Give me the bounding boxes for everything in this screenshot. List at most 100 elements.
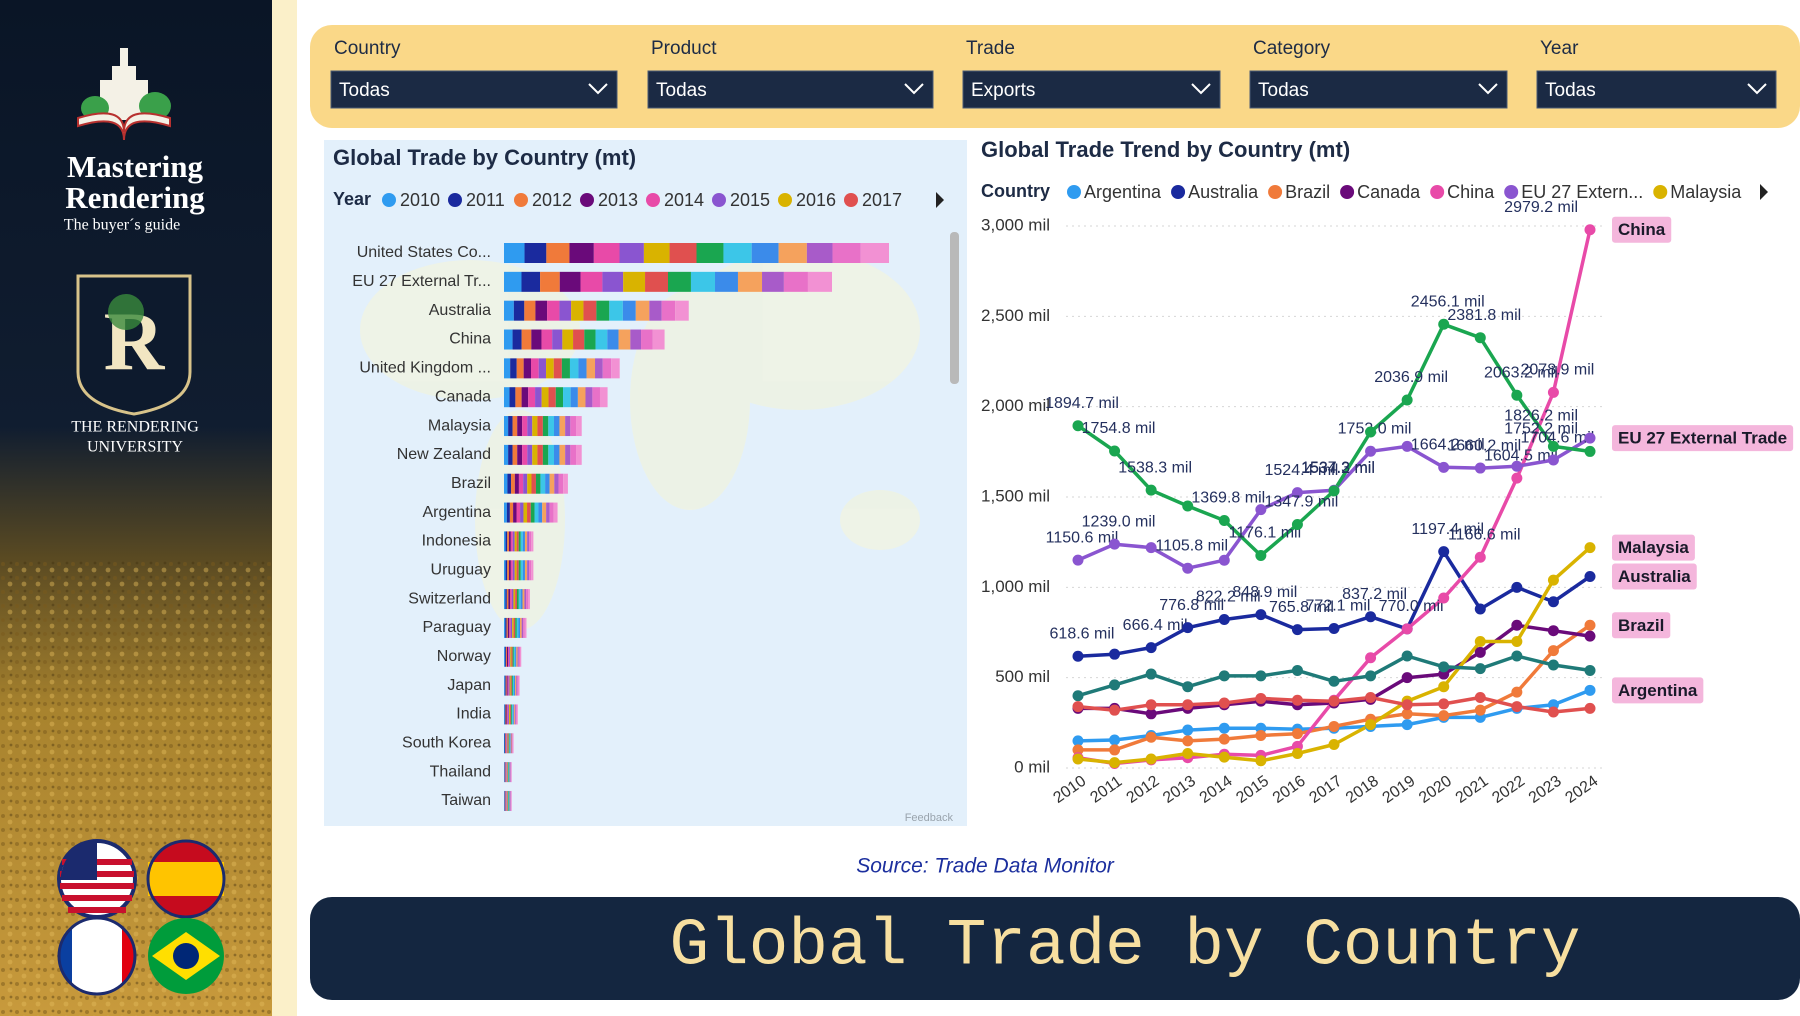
bar-segment: [507, 560, 509, 581]
y-tick-label: Paraguay: [423, 619, 492, 636]
bar-segment: [618, 329, 631, 350]
data-point: [1401, 708, 1413, 720]
flag-us[interactable]: [57, 839, 137, 919]
bar-segment: [548, 444, 555, 465]
map-background: [324, 140, 967, 826]
bar-segment: [507, 790, 509, 811]
chart-title: Global Trade Trend by Country (mt): [981, 137, 1350, 162]
bar-segment: [527, 444, 533, 465]
data-point: [1584, 432, 1596, 444]
data-point: [1474, 603, 1486, 615]
data-point: [1182, 735, 1194, 747]
end-label: Malaysia: [1618, 538, 1689, 557]
bar-segment: [509, 733, 511, 754]
x-tick-label: 2015: [1233, 773, 1272, 807]
flag-br[interactable]: [148, 918, 224, 994]
bar-segment: [510, 733, 511, 754]
flag-es[interactable]: [146, 839, 226, 919]
dropdown-chevron[interactable]: [1747, 83, 1767, 95]
bar-segment: [559, 444, 566, 465]
data-point: [1109, 679, 1121, 691]
bar-segment: [570, 444, 577, 465]
bar-segment: [515, 387, 522, 408]
data-point: [1547, 645, 1559, 657]
bar-segment: [514, 704, 516, 725]
bar-segment: [504, 387, 510, 408]
bar-segment: [518, 589, 521, 610]
data-point: [1584, 445, 1596, 457]
sidebar-strip: [272, 0, 297, 1016]
legend-swatch: [778, 193, 792, 207]
flag-fr[interactable]: [57, 916, 137, 996]
bar-segment: [518, 617, 521, 638]
bar-segment: [649, 300, 662, 321]
bar-segment: [531, 473, 536, 494]
legend-next[interactable]: [936, 192, 944, 208]
dropdown-value[interactable]: Exports: [971, 80, 1035, 101]
bar-segment: [516, 646, 518, 667]
bar-segment: [519, 646, 522, 667]
data-point: [1438, 318, 1450, 330]
data-label: 848.9 mil: [1232, 584, 1297, 601]
dropdown-chevron[interactable]: [904, 83, 924, 95]
dropdown-box[interactable]: [1249, 70, 1508, 109]
data-point: [1182, 622, 1194, 634]
dropdown-chevron[interactable]: [1191, 83, 1211, 95]
bar-segment: [505, 762, 507, 783]
filter-dropdown[interactable]: Exports: [962, 70, 1221, 109]
data-point: [1584, 684, 1596, 696]
dropdown-value[interactable]: Todas: [656, 80, 707, 101]
y-tick-label: South Korea: [402, 734, 491, 751]
bar-segment: [595, 358, 603, 379]
bar-segment: [715, 271, 738, 292]
bar-segment: [513, 704, 515, 725]
data-label: 2078.9 mil: [1521, 362, 1595, 379]
bar-segment: [511, 790, 512, 811]
data-point: [1072, 554, 1084, 566]
data-label: 2456.1 mil: [1411, 293, 1485, 310]
dropdown-chevron[interactable]: [1478, 83, 1498, 95]
bar-segment: [552, 329, 563, 350]
bar-segment: [504, 444, 509, 465]
bar-segment: [512, 531, 515, 552]
data-point: [1365, 445, 1377, 457]
bar-segment: [529, 531, 532, 552]
legend-next[interactable]: [1760, 184, 1768, 200]
scrollbar[interactable]: [950, 232, 959, 384]
bar-segment: [508, 589, 511, 610]
data-point: [1255, 755, 1267, 767]
data-point: [1438, 592, 1450, 604]
bar-segment: [762, 271, 784, 292]
dropdown-box[interactable]: [330, 70, 618, 109]
bar-segment: [569, 243, 594, 263]
bar-segment: [669, 243, 697, 263]
filter-dropdown[interactable]: Todas: [1249, 70, 1508, 109]
dropdown-box[interactable]: [1536, 70, 1777, 109]
legend-label: 2016: [796, 190, 836, 210]
dropdown-box[interactable]: [962, 70, 1221, 109]
bar-segment: [542, 416, 549, 437]
bar-segment: [508, 762, 510, 783]
data-point: [1584, 619, 1596, 631]
filter-dropdown[interactable]: Todas: [647, 70, 934, 109]
dropdown-value[interactable]: Todas: [1258, 80, 1309, 101]
dropdown-chevron[interactable]: [588, 83, 608, 95]
bar-segment: [580, 271, 603, 292]
bar-segment: [538, 358, 547, 379]
data-point: [1584, 224, 1596, 236]
bar-segment: [510, 560, 513, 581]
filter-dropdown[interactable]: Todas: [330, 70, 618, 109]
dropdown-value[interactable]: Todas: [339, 80, 390, 101]
dropdown-box[interactable]: [647, 70, 934, 109]
bar-segment: [540, 473, 546, 494]
legend-label: 2012: [532, 190, 572, 210]
bar-segment: [504, 589, 506, 610]
bar-segment: [516, 675, 518, 696]
bar-segment: [504, 675, 506, 696]
feedback[interactable]: Feedback: [905, 812, 954, 824]
legend-swatch: [382, 193, 396, 207]
filter-dropdown[interactable]: Todas: [1536, 70, 1777, 109]
bar-segment: [516, 589, 519, 610]
dropdown-value[interactable]: Todas: [1545, 80, 1596, 101]
legend-title: Year: [333, 189, 371, 209]
